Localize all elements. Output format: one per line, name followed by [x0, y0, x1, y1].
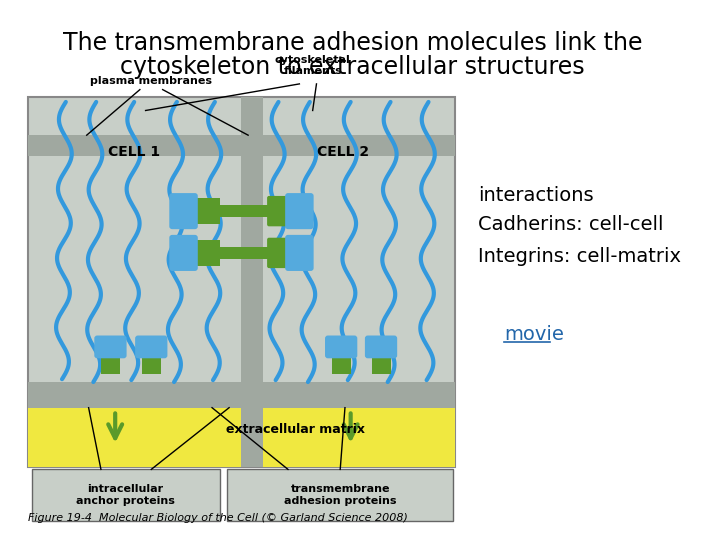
FancyBboxPatch shape	[169, 235, 198, 271]
Bar	[220, 205, 269, 217]
Bar	[142, 354, 161, 374]
FancyBboxPatch shape	[135, 335, 168, 359]
FancyBboxPatch shape	[285, 193, 314, 229]
Bar	[372, 354, 390, 374]
Text: The transmembrane adhesion molecules link the: The transmembrane adhesion molecules lin…	[63, 31, 642, 55]
FancyBboxPatch shape	[169, 193, 198, 229]
FancyBboxPatch shape	[365, 335, 397, 359]
FancyBboxPatch shape	[94, 335, 127, 359]
Text: movie: movie	[505, 325, 564, 344]
Text: interactions: interactions	[478, 186, 593, 205]
Text: CELL 1: CELL 1	[108, 145, 161, 159]
FancyBboxPatch shape	[285, 235, 314, 271]
Bar	[332, 354, 351, 374]
Bar	[28, 408, 455, 468]
Text: Cadherins: cell-cell: Cadherins: cell-cell	[478, 215, 663, 234]
Bar	[240, 97, 264, 468]
Bar	[193, 198, 220, 225]
Bar	[101, 354, 120, 374]
Bar	[32, 469, 220, 521]
FancyBboxPatch shape	[325, 335, 357, 359]
Bar	[193, 240, 220, 266]
Text: Integrins: cell-matrix: Integrins: cell-matrix	[478, 247, 681, 266]
FancyBboxPatch shape	[267, 196, 292, 226]
Bar	[28, 97, 455, 468]
Text: Figure 19-4  Molecular Biology of the Cell (© Garland Science 2008): Figure 19-4 Molecular Biology of the Cel…	[28, 512, 408, 523]
Text: transmembrane
adhesion proteins: transmembrane adhesion proteins	[284, 484, 397, 506]
FancyBboxPatch shape	[267, 238, 292, 268]
Text: cytoskeleton to extracellular structures: cytoskeleton to extracellular structures	[120, 56, 585, 79]
Bar	[28, 382, 455, 408]
Text: intracellular
anchor proteins: intracellular anchor proteins	[76, 484, 175, 506]
Text: CELL 2: CELL 2	[317, 145, 369, 159]
Bar	[28, 135, 455, 156]
Text: plasma membranes: plasma membranes	[90, 76, 212, 86]
Bar	[228, 469, 453, 521]
Text: extracellular matrix: extracellular matrix	[226, 423, 365, 436]
Bar	[220, 247, 269, 259]
Text: cytoskeletal
filaments: cytoskeletal filaments	[275, 55, 351, 76]
